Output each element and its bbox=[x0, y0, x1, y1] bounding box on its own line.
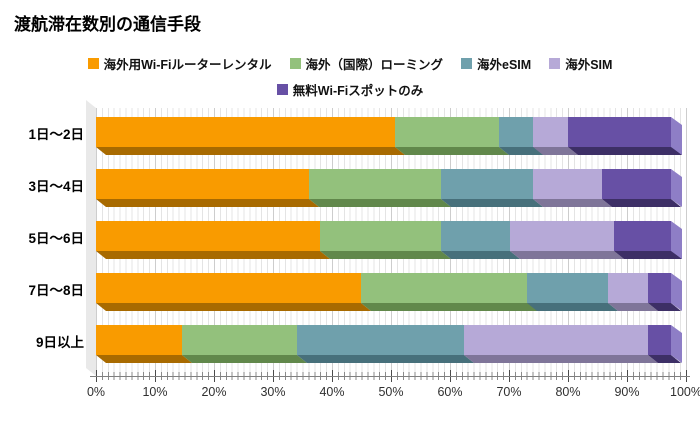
x-tick-label: 100% bbox=[670, 385, 700, 399]
legend-swatch-icon bbox=[87, 58, 99, 69]
bar-segment-bevel bbox=[533, 199, 612, 207]
bar-segment-bevel bbox=[96, 251, 331, 259]
bar-segment-bevel bbox=[602, 199, 681, 207]
category-label: 7日〜8日 bbox=[28, 283, 84, 298]
legend-row: 無料Wi-Fiスポットのみ bbox=[276, 80, 424, 99]
chart-title: 渡航滞在数別の通信手段 bbox=[14, 15, 201, 34]
legend-swatch-icon bbox=[549, 58, 561, 69]
bar-segment bbox=[96, 169, 319, 207]
category-label: 1日〜2日 bbox=[28, 127, 84, 142]
category-label: 5日〜6日 bbox=[28, 231, 84, 246]
bar-segment bbox=[613, 221, 681, 259]
bar-segment bbox=[510, 221, 624, 259]
legend-item: 無料Wi-Fiスポットのみ bbox=[276, 80, 424, 99]
stacked-bar-1日〜2日 bbox=[96, 117, 682, 155]
bar-segment bbox=[527, 273, 618, 311]
x-tick-label: 10% bbox=[142, 385, 168, 399]
stacked-bar-9日以上 bbox=[96, 325, 682, 363]
legend-label: 無料Wi-Fiスポットのみ bbox=[292, 84, 424, 98]
bar-segment-bevel bbox=[510, 251, 624, 259]
stacked-bar-3日〜4日 bbox=[96, 169, 682, 207]
bar-segment-bevel bbox=[96, 199, 319, 207]
x-tick-label: 70% bbox=[496, 385, 522, 399]
category-label: 9日以上 bbox=[35, 335, 84, 350]
stacked-bar-5日〜6日 bbox=[96, 221, 682, 259]
x-tick-label: 20% bbox=[201, 385, 227, 399]
bar-segment-bevel bbox=[297, 355, 474, 363]
bar-segment bbox=[602, 169, 681, 207]
bar-segment-bevel bbox=[567, 147, 681, 155]
bar-segment-bevel bbox=[320, 251, 451, 259]
legend-item: 海外用Wi-Fiルーターレンタル bbox=[87, 54, 272, 73]
bar-segment bbox=[308, 169, 451, 207]
legend-item: 海外（国際）ローミング bbox=[289, 54, 444, 73]
bar-segment bbox=[441, 221, 520, 259]
bar-segment-bevel bbox=[613, 251, 681, 259]
legend-label: 海外用Wi-Fiルーターレンタル bbox=[103, 58, 272, 72]
legend-swatch-icon bbox=[461, 58, 473, 69]
bar-segment bbox=[567, 117, 681, 155]
bar-segment bbox=[96, 325, 193, 363]
bar-segment-bevel bbox=[360, 303, 538, 311]
x-tick-label: 60% bbox=[437, 385, 463, 399]
bar-segment-bevel bbox=[441, 251, 520, 259]
bar-segment-bevel bbox=[96, 355, 193, 363]
legend-swatch-icon bbox=[276, 84, 288, 95]
bar-segment bbox=[464, 325, 658, 363]
bar-segment-bevel bbox=[182, 355, 308, 363]
bar-segment bbox=[395, 117, 509, 155]
legend-label: 海外（国際）ローミング bbox=[305, 58, 444, 72]
legend-item: 海外SIM bbox=[549, 54, 612, 73]
x-tick-label: 40% bbox=[319, 385, 345, 399]
bar-segment-bevel bbox=[527, 303, 618, 311]
x-axis-line bbox=[90, 376, 690, 377]
bar-segment bbox=[297, 325, 474, 363]
bar-segment bbox=[498, 117, 543, 155]
bar-segment-bevel bbox=[464, 355, 658, 363]
stacked-bar-7日〜8日 bbox=[96, 273, 682, 311]
legend-label: 海外SIM bbox=[565, 58, 613, 72]
bar-segment-bevel bbox=[441, 199, 543, 207]
bar-segment bbox=[96, 221, 331, 259]
plot-left-wall bbox=[86, 100, 96, 376]
bar-segment bbox=[441, 169, 543, 207]
bar-segment bbox=[96, 273, 371, 311]
legend: 海外用Wi-Fiルーターレンタル 海外（国際）ローミング 海外eSIM 海外SIM 無料… bbox=[0, 54, 700, 99]
x-tick-label: 30% bbox=[260, 385, 286, 399]
bar-segment-bevel bbox=[96, 147, 405, 155]
bar-segment-bevel bbox=[395, 147, 509, 155]
bar-segment bbox=[360, 273, 538, 311]
legend-swatch-icon bbox=[289, 58, 301, 69]
bar-segment bbox=[533, 117, 578, 155]
legend-label: 海外eSIM bbox=[477, 58, 532, 72]
legend-item: 海外eSIM bbox=[461, 54, 531, 73]
bar-segment-bevel bbox=[96, 303, 371, 311]
bar-segment-bevel bbox=[308, 199, 451, 207]
x-tick-label: 0% bbox=[86, 385, 106, 399]
x-tick-label: 50% bbox=[378, 385, 404, 399]
bar-segment bbox=[648, 325, 681, 363]
bar-segment bbox=[96, 117, 405, 155]
bar-segment bbox=[182, 325, 308, 363]
bar-segment bbox=[320, 221, 451, 259]
bar-segment bbox=[607, 273, 658, 311]
x-tick-label: 80% bbox=[555, 385, 581, 399]
category-label: 3日〜4日 bbox=[28, 179, 84, 194]
legend-row: 海外用Wi-Fiルーターレンタル 海外（国際）ローミング 海外eSIM 海外SIM bbox=[87, 54, 612, 73]
bar-segment bbox=[648, 273, 681, 311]
bar-segment bbox=[533, 169, 612, 207]
x-tick-label: 90% bbox=[614, 385, 640, 399]
